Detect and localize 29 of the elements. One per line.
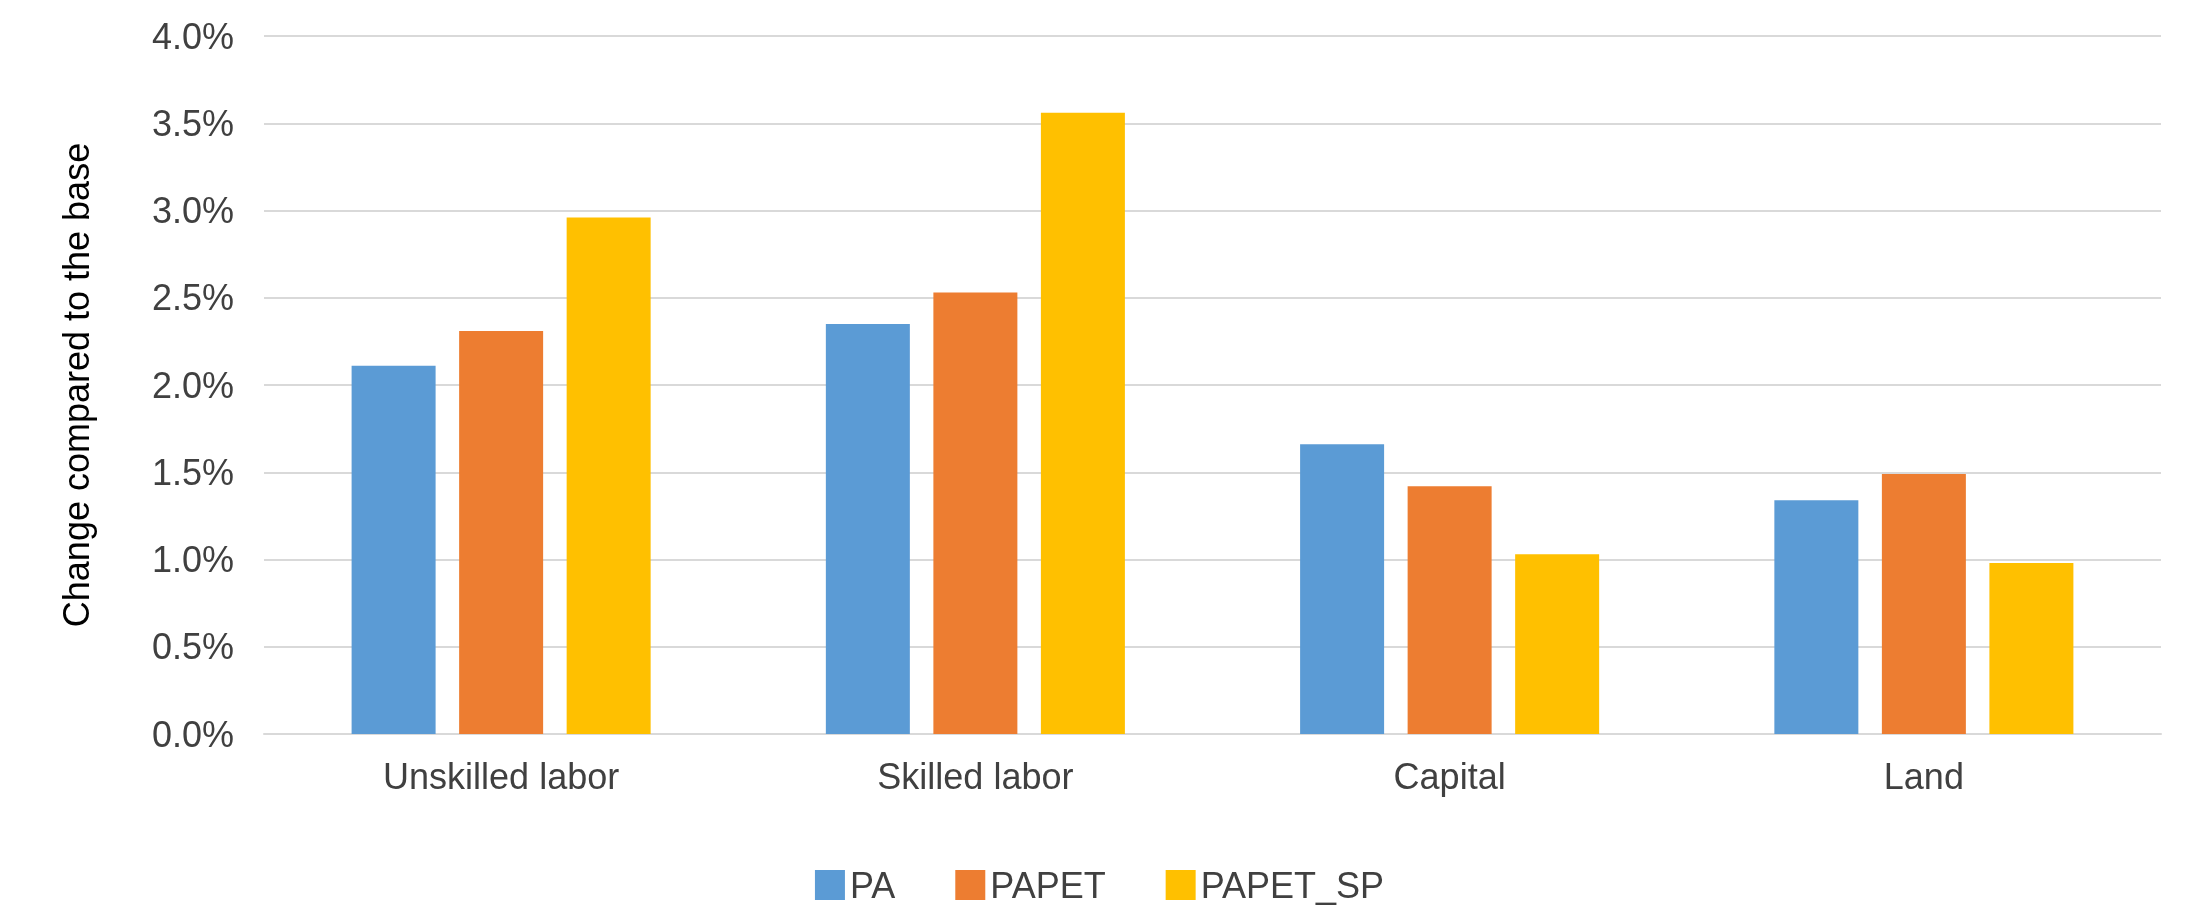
bar	[933, 292, 1018, 734]
bar	[1300, 444, 1385, 734]
y-tick-label: 0.0%	[151, 713, 234, 755]
y-tick-label: 0.5%	[151, 626, 234, 668]
y-tick-label: 3.5%	[151, 102, 234, 144]
bar	[566, 217, 651, 734]
bar	[1040, 112, 1125, 734]
bar	[459, 330, 544, 734]
bar	[1515, 554, 1600, 734]
x-tick-label: Land	[1883, 755, 1964, 797]
bar	[1989, 562, 2074, 734]
bar	[1407, 486, 1492, 734]
y-tick-label: 1.0%	[151, 539, 234, 580]
y-tick-label: 2.0%	[151, 364, 234, 406]
bar	[825, 323, 910, 734]
bar	[1881, 474, 1966, 734]
y-tick-label: 2.5%	[151, 277, 234, 319]
y-axis-title: Change compared to the base	[55, 142, 97, 628]
legend-label: PAPET	[990, 864, 1106, 906]
legend-label: PA	[849, 864, 896, 906]
y-tick-label: 3.0%	[151, 190, 234, 231]
y-tick-label: 4.0%	[151, 15, 234, 57]
x-tick-label: Skilled labor	[877, 755, 1074, 797]
bar	[1774, 500, 1859, 734]
bar	[351, 365, 436, 734]
y-tick-label: 1.5%	[151, 451, 234, 493]
x-tick-label: Capital	[1393, 755, 1506, 797]
legend-label: PAPET_SP	[1200, 864, 1385, 906]
x-tick-label: Unskilled labor	[383, 755, 620, 797]
